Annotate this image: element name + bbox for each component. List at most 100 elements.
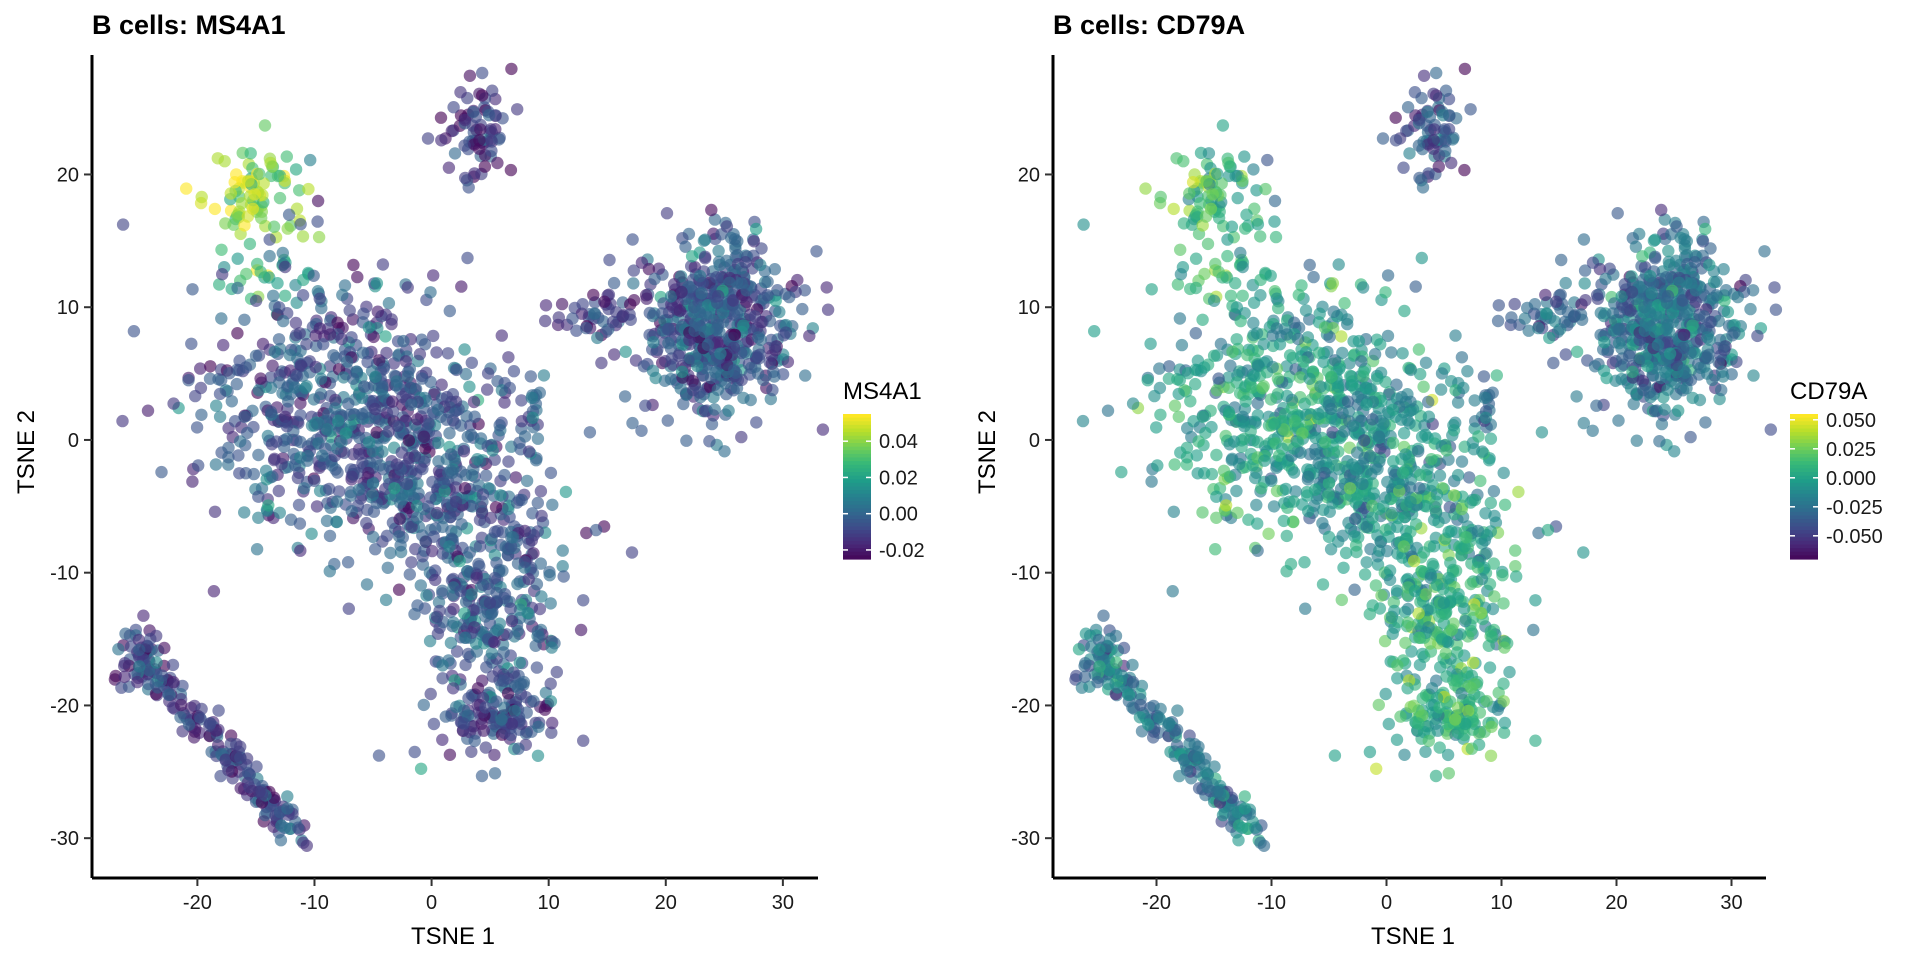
scatter-point <box>320 514 334 528</box>
scatter-point <box>1390 584 1404 597</box>
scatter-point <box>1339 546 1353 560</box>
scatter-point <box>1338 297 1351 310</box>
scatter-point <box>252 511 265 524</box>
scatter-point <box>1383 573 1397 587</box>
scatter-point <box>740 284 753 297</box>
legend-color-step <box>1790 551 1818 556</box>
scatter-point <box>1663 258 1676 272</box>
scatter-point <box>1217 464 1231 477</box>
scatter-point <box>1189 252 1203 265</box>
legend-tick-label: -0.050 <box>1826 526 1883 548</box>
scatter-point <box>1380 544 1394 558</box>
scatter-point <box>575 307 589 320</box>
scatter-point <box>771 284 784 297</box>
legend-color-step <box>843 435 871 440</box>
scatter-point <box>583 426 597 439</box>
scatter-point <box>430 506 444 520</box>
scatter-point <box>1701 367 1714 380</box>
scatter-point <box>345 331 358 344</box>
scatter-point <box>1488 590 1501 603</box>
scatter-point <box>335 436 348 449</box>
scatter-point <box>1633 333 1646 347</box>
scatter-point <box>233 467 246 480</box>
scatter-point <box>432 455 445 468</box>
scatter-point <box>1300 408 1313 421</box>
scatter-point <box>1427 134 1440 147</box>
scatter-point <box>488 525 502 539</box>
scatter-point <box>1291 436 1305 449</box>
scatter-point <box>1397 540 1411 553</box>
scatter-point <box>330 515 343 528</box>
scatter-point <box>1236 410 1250 423</box>
scatter-point <box>382 425 395 438</box>
scatter-point <box>1291 332 1305 346</box>
scatter-point <box>1355 355 1368 368</box>
scatter-point <box>1490 369 1504 382</box>
scatter-point <box>401 281 414 294</box>
scatter-point <box>1403 147 1416 160</box>
scatter-point <box>751 367 765 380</box>
scatter-point <box>386 395 399 408</box>
scatter-point <box>1257 337 1270 351</box>
scatter-point <box>279 410 292 423</box>
scatter-point <box>372 415 386 428</box>
scatter-point <box>1559 348 1573 361</box>
scatter-point <box>608 348 621 361</box>
scatter-point <box>1661 336 1674 349</box>
scatter-point <box>599 325 613 338</box>
scatter-point <box>1459 614 1472 628</box>
scatter-point <box>1395 390 1408 404</box>
scatter-point <box>1460 666 1474 679</box>
scatter-point <box>545 726 558 739</box>
scatter-point <box>222 441 235 454</box>
x-tick-label: -20 <box>1142 892 1171 914</box>
scatter-point <box>268 345 281 358</box>
scatter-point <box>420 589 433 602</box>
scatter-point <box>1559 276 1572 290</box>
scatter-point <box>696 276 709 290</box>
scatter-point <box>1183 187 1196 200</box>
scatter-point <box>1345 379 1359 392</box>
scatter-point <box>1630 434 1644 447</box>
scatter-point <box>263 249 276 263</box>
scatter-point <box>367 330 380 344</box>
scatter-point <box>1236 821 1249 834</box>
scatter-point <box>698 250 712 263</box>
scatter-point <box>300 839 313 852</box>
scatter-point <box>703 435 716 448</box>
scatter-point <box>215 374 228 387</box>
scatter-point <box>475 717 488 730</box>
scatter-point <box>1648 325 1662 338</box>
scatter-point <box>459 171 472 185</box>
scatter-point <box>1397 427 1411 440</box>
scatter-point <box>534 557 547 570</box>
scatter-point <box>1415 251 1429 265</box>
scatter-point <box>435 378 448 391</box>
scatter-point <box>1721 305 1735 319</box>
scatter-point <box>459 658 472 672</box>
scatter-point <box>1141 374 1154 387</box>
scatter-point <box>294 435 307 449</box>
scatter-point <box>1677 328 1691 341</box>
scatter-point <box>1189 281 1203 295</box>
scatter-point <box>195 190 208 204</box>
scatter-point <box>539 299 553 312</box>
scatter-point <box>388 482 401 495</box>
scatter-point <box>1222 405 1236 419</box>
legend-color-step <box>1790 490 1818 495</box>
scatter-point <box>1316 578 1330 591</box>
y-tick-label: -30 <box>50 828 79 850</box>
legend-color-step <box>1790 421 1818 426</box>
scatter-point <box>1442 525 1455 539</box>
scatter-point <box>1190 449 1204 462</box>
scatter-point <box>1248 369 1261 383</box>
x-axis: -20 -10 0 10 20 30 <box>92 876 818 914</box>
scatter-point <box>1467 656 1480 669</box>
scatter-point <box>1464 103 1477 116</box>
scatter-point <box>142 677 155 691</box>
scatter-point <box>1412 445 1425 458</box>
scatter-point <box>1251 517 1264 530</box>
scatter-point <box>485 647 499 660</box>
scatter-point <box>1343 482 1357 495</box>
scatter-point <box>475 769 489 783</box>
